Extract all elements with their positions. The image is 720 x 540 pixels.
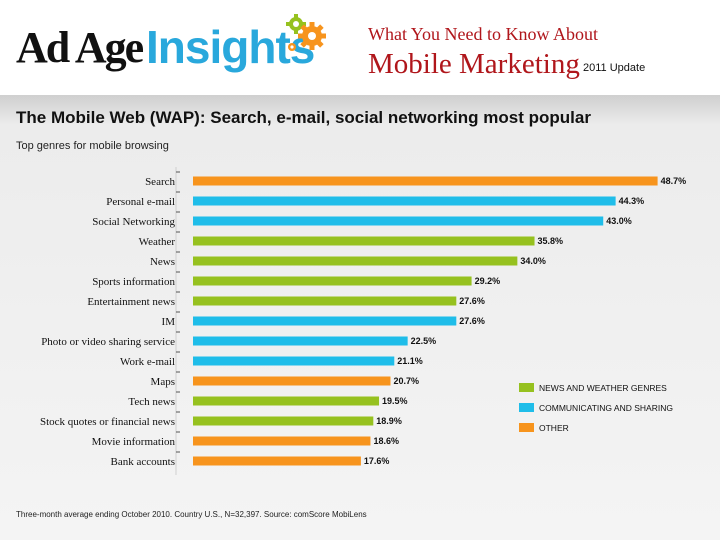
source-footnote: Three-month average ending October 2010.… [16,510,367,519]
category-label: Tech news [128,396,175,408]
category-label: Social Networking [92,216,175,228]
legend-label: OTHER [539,423,569,433]
legend-swatch [519,423,534,432]
logo-product-text: Insights [146,21,315,73]
value-label: 27.6% [459,316,485,326]
bar [193,216,604,226]
category-label: Search [145,176,175,188]
category-label: Maps [151,376,175,388]
value-label: 48.7% [661,176,687,186]
value-label: 34.0% [520,256,546,266]
bar [193,256,518,266]
title-top: What You Need to Know About [368,24,598,44]
category-label: Photo or video sharing service [41,336,175,348]
bar [193,416,374,426]
bar [193,196,616,206]
legend-label: NEWS AND WEATHER GENRES [539,383,667,393]
legend-label: COMMUNICATING AND SHARING [539,403,673,413]
value-label: 43.0% [606,216,632,226]
value-label: 22.5% [411,336,437,346]
gears-icon [286,14,326,51]
value-label: 35.8% [538,236,564,246]
category-label: Sports information [92,276,175,288]
headline: The Mobile Web (WAP): Search, e-mail, so… [16,108,591,127]
value-label: 21.1% [397,356,423,366]
value-label: 27.6% [459,296,485,306]
bar [193,236,535,246]
value-label: 29.2% [475,276,501,286]
category-label: Personal e-mail [106,196,175,208]
category-label: Work e-mail [120,356,175,368]
bar [193,176,658,186]
category-label: News [150,256,175,268]
value-label: 44.3% [619,196,645,206]
subhead: Top genres for mobile browsing [16,140,169,152]
legend-swatch [519,403,534,412]
value-label: 20.7% [393,376,419,386]
bar [193,436,371,446]
logo-brand-text: Ad Age [16,23,144,72]
category-label: IM [162,316,176,328]
category-label: Stock quotes or financial news [40,416,175,428]
category-label: Weather [139,236,176,248]
title-update: 2011 Update [583,62,646,74]
category-label: Entertainment news [87,296,175,308]
bar [193,456,361,466]
value-label: 19.5% [382,396,408,406]
legend-swatch [519,383,534,392]
bar [193,396,380,406]
category-label: Movie information [92,436,176,448]
bar [193,276,472,286]
bar [193,316,457,326]
title-main: Mobile Marketing [368,48,580,80]
header: Ad Age Insights [0,0,720,95]
bar [193,356,395,366]
bar [193,336,408,346]
value-label: 17.6% [364,456,390,466]
category-label: Bank accounts [111,456,175,468]
value-label: 18.9% [376,416,402,426]
bar [193,296,457,306]
value-label: 18.6% [373,436,399,446]
bar [193,376,391,386]
